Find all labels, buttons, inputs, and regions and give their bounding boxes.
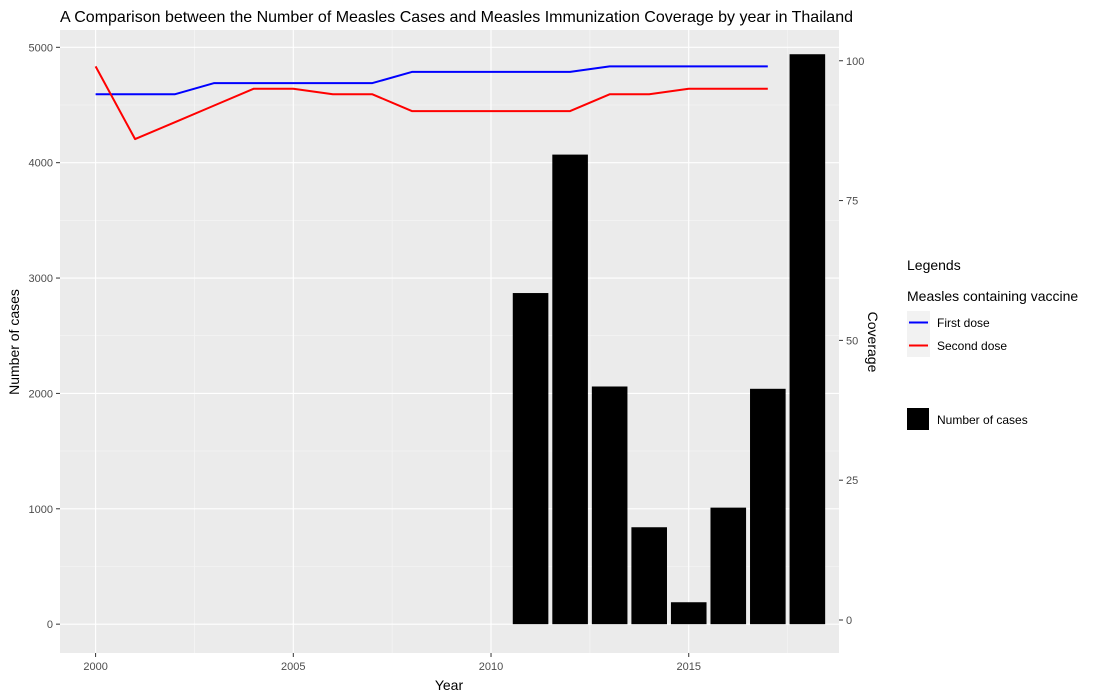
- y2-tick-label: 100: [846, 56, 864, 68]
- y-tick-label: 3000: [29, 273, 53, 285]
- plot-background: [60, 30, 839, 653]
- y-tick-label: 0: [47, 619, 53, 631]
- line-second-dose: [94, 65, 768, 141]
- major-gridlines: [60, 30, 839, 653]
- y-tick-label: 5000: [29, 42, 53, 54]
- y2-tick-label: 25: [846, 475, 858, 487]
- legend-title: Legends: [907, 257, 961, 273]
- y-axis-ticks: 0 1000 2000 3000 4000 5000: [29, 42, 60, 631]
- line-first-dose: [95, 65, 768, 96]
- legend-label-number-of-cases: Number of cases: [937, 413, 1028, 427]
- bar-2011: [512, 293, 549, 625]
- legend-label-first-dose: First dose: [937, 316, 990, 330]
- x-tick-label: 2010: [479, 661, 503, 673]
- bar-2012: [552, 154, 588, 625]
- y2-tick-label: 50: [846, 335, 858, 347]
- bar-2017: [750, 388, 786, 625]
- coverage-lines: [94, 65, 768, 141]
- legend-lines-title: Measles containing vaccine: [907, 288, 1078, 304]
- legend-key-number-of-cases: [907, 408, 929, 430]
- legend: Legends Measles containing vaccine First…: [907, 257, 1078, 430]
- bar-2014: [631, 527, 667, 625]
- y-tick-label: 1000: [29, 504, 53, 516]
- bar-2018: [789, 54, 826, 625]
- bar-2015: [670, 602, 707, 625]
- y2-tick-label: 75: [846, 196, 858, 208]
- y2-tick-label: 0: [846, 615, 852, 627]
- x-tick-label: 2015: [676, 661, 700, 673]
- x-axis-ticks: 2000 2005 2010 2015: [83, 653, 701, 673]
- chart-title: A Comparison between the Number of Measl…: [60, 9, 853, 26]
- x-axis-title: Year: [435, 677, 464, 693]
- bar-2016: [710, 507, 747, 625]
- y2-axis-ticks: 0 25 50 75 100: [839, 56, 864, 627]
- x-tick-label: 2005: [281, 661, 305, 673]
- x-tick-label: 2000: [83, 661, 107, 673]
- bars: [512, 54, 826, 625]
- y-tick-label: 2000: [29, 388, 53, 400]
- minor-gridlines: [60, 30, 839, 653]
- legend-label-second-dose: Second dose: [937, 339, 1007, 353]
- y-tick-label: 4000: [29, 158, 53, 170]
- y2-axis-title: Coverage: [865, 312, 881, 373]
- y-axis-title: Number of cases: [6, 289, 22, 395]
- bar-2013: [591, 386, 628, 625]
